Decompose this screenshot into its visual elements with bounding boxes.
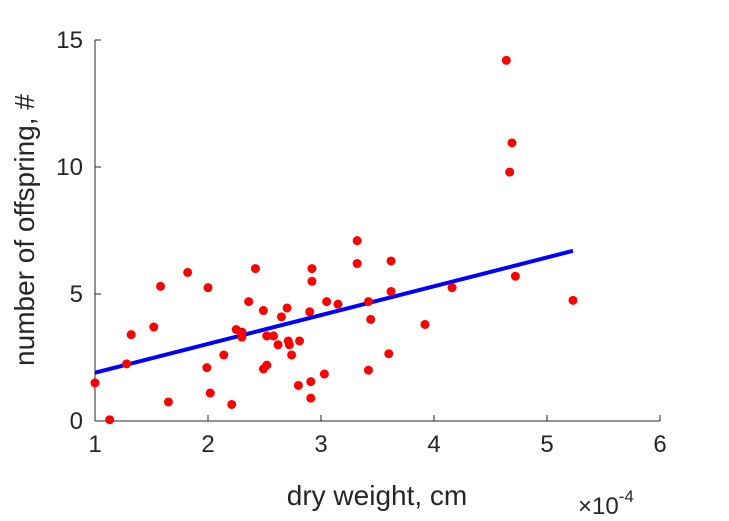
data-point — [227, 399, 237, 409]
x-tick-label: 2 — [201, 431, 214, 458]
data-point — [447, 283, 457, 293]
data-point — [295, 336, 305, 346]
data-point — [333, 299, 343, 309]
data-point — [306, 377, 316, 387]
data-point — [384, 349, 394, 359]
x-tick-label: 1 — [88, 431, 101, 458]
data-point — [276, 312, 286, 322]
data-point — [183, 267, 193, 277]
data-point — [568, 295, 578, 305]
x-exponent-base: ×10 — [578, 493, 619, 520]
data-point — [269, 331, 279, 341]
data-point — [284, 340, 294, 350]
x-tick-label: 6 — [653, 431, 666, 458]
data-point — [237, 332, 247, 342]
y-tick-label: 5 — [70, 281, 83, 308]
y-tick-label: 0 — [70, 408, 83, 435]
data-point — [262, 360, 272, 370]
data-point — [305, 307, 315, 317]
data-point — [319, 369, 329, 379]
x-axis-label: dry weight, cm — [287, 480, 468, 511]
data-point — [322, 297, 332, 307]
x-tick-label: 4 — [427, 431, 440, 458]
data-point — [363, 297, 373, 307]
data-point — [122, 359, 132, 369]
fit-line-group — [94, 248, 574, 375]
y-tick-label: 15 — [56, 27, 83, 54]
fit-line — [94, 248, 574, 375]
data-point — [273, 340, 283, 350]
data-point — [156, 281, 166, 291]
data-point — [510, 271, 520, 281]
x-tick-label: 3 — [314, 431, 327, 458]
data-point — [250, 264, 260, 274]
data-point — [219, 350, 229, 360]
data-point — [262, 331, 272, 341]
data-point — [163, 397, 173, 407]
data-point — [307, 264, 317, 274]
data-point — [507, 138, 517, 148]
data-point — [501, 55, 511, 65]
data-point — [306, 393, 316, 403]
y-axis-label: number of offspring, # — [9, 94, 40, 366]
data-point — [420, 319, 430, 329]
x-exponent-power: -4 — [619, 487, 634, 506]
y-tick-label: 10 — [56, 154, 83, 181]
data-point — [282, 303, 292, 313]
data-point — [149, 322, 159, 332]
data-point — [505, 167, 515, 177]
x-tick-label: 5 — [540, 431, 553, 458]
data-point — [202, 363, 212, 373]
x-exponent-label: ×10-4 — [578, 487, 634, 520]
data-point — [366, 314, 376, 324]
data-point — [90, 378, 100, 388]
data-point — [244, 297, 254, 307]
data-point — [386, 256, 396, 266]
data-point — [363, 365, 373, 375]
data-point — [258, 306, 268, 316]
data-point — [203, 283, 213, 293]
data-point — [293, 380, 303, 390]
axes: 1 2 3 4 5 6 0 5 10 15 — [56, 27, 666, 458]
data-point — [205, 388, 215, 398]
data-points — [90, 55, 578, 425]
data-point — [352, 236, 362, 246]
data-point — [386, 286, 396, 296]
data-point — [105, 415, 115, 425]
data-point — [287, 350, 297, 360]
data-point — [352, 259, 362, 269]
data-point — [307, 276, 317, 286]
data-point — [126, 330, 136, 340]
